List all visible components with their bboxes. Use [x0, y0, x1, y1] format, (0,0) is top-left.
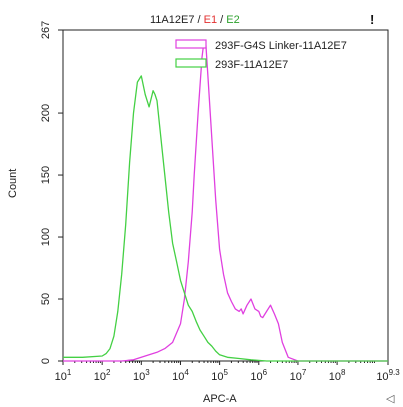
x-tick-label: 103 [133, 368, 150, 383]
legend-swatch [175, 58, 207, 68]
legend-label: 293F-G4S Linker-11A12E7 [215, 40, 347, 52]
x-tick-label: 108 [329, 368, 346, 383]
chart-title: 11A12E7 / E1 / E2 [150, 14, 240, 26]
x-tick-label: 101 [55, 368, 72, 383]
y-tick-label: 267 [40, 21, 52, 39]
x-tick-label: 105 [211, 368, 228, 383]
warning-mark-icon: ! [370, 12, 375, 27]
y-axis: 0 50 100 150 200 267 [40, 21, 63, 364]
title-part-sample: 11A12E7 [150, 14, 195, 26]
histogram-series-1 [63, 40, 388, 362]
y-tick-label: 150 [40, 166, 52, 184]
x-tick-label: 107 [290, 368, 307, 383]
x-axis: 101 102 103 104 105 106 107 108 109.3 [55, 361, 400, 383]
x-tick-label: 109.3 [376, 368, 400, 383]
x-axis-label: APC-A [203, 393, 237, 405]
plot-frame [62, 29, 389, 362]
x-tick-label: 102 [94, 368, 111, 383]
title-separator: / [217, 14, 227, 26]
legend: 293F-G4S Linker-11A12E7 293F-11A12E7 [175, 39, 347, 71]
histogram-series-2 [63, 75, 388, 362]
title-separator: / [194, 14, 204, 26]
y-tick-label: 0 [40, 358, 52, 364]
x-tick-label: 104 [172, 368, 189, 383]
series-layer [63, 40, 388, 362]
title-part-e1: E1 [203, 14, 218, 26]
legend-swatch [175, 39, 207, 49]
x-tick-label: 106 [250, 368, 267, 383]
y-axis-label: Count [7, 168, 19, 198]
y-tick-label: 50 [40, 293, 52, 305]
y-tick-label: 200 [40, 104, 52, 122]
triangle-left-icon[interactable]: ◁ [386, 393, 395, 405]
legend-label: 293F-11A12E7 [215, 59, 288, 71]
y-tick-label: 100 [40, 228, 52, 246]
title-part-e2: E2 [226, 14, 240, 26]
